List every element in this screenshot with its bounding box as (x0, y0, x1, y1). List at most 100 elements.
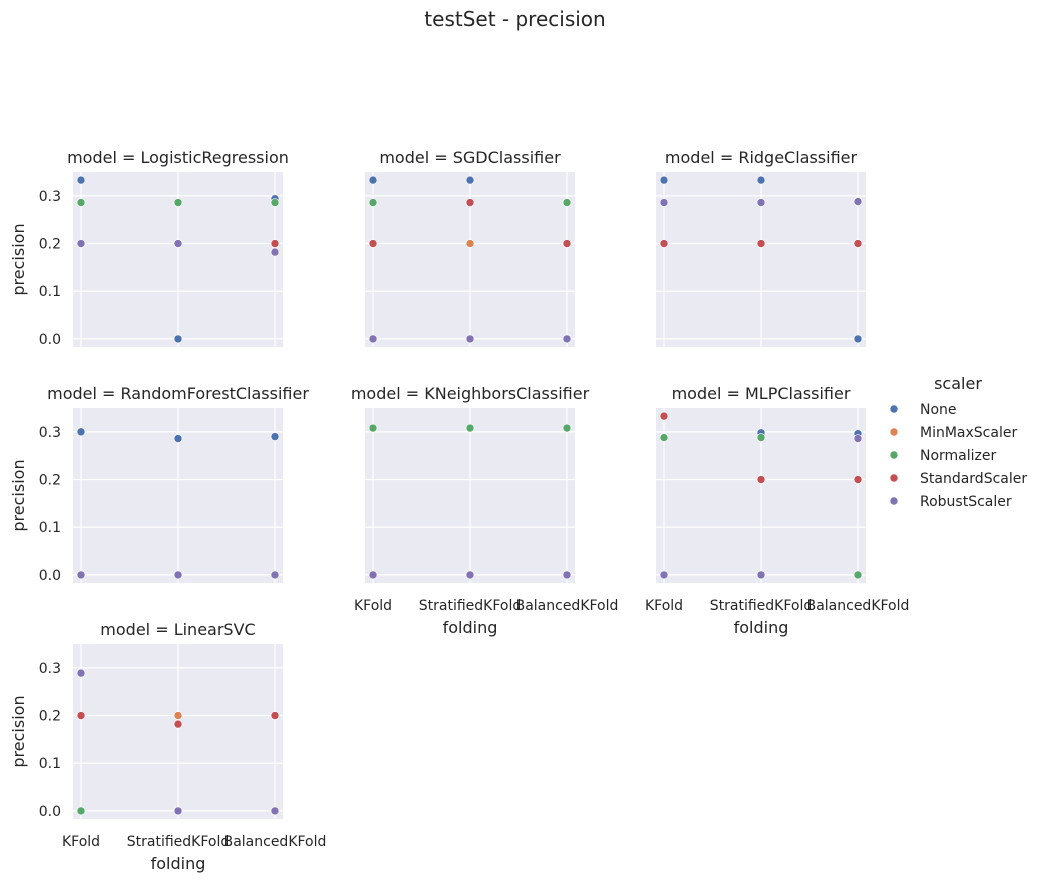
x-tick-label: BalancedKFold (516, 598, 619, 614)
legend: scaler None MinMaxScaler Normalizer Standard… (889, 374, 1027, 510)
panel-title: model = KNeighborsClassifier (351, 384, 590, 403)
facet-panel-7: model = LinearSVC 0.0 0.1 0.2 0.3 precision KF… (9, 620, 326, 873)
data-point (76, 175, 86, 185)
x-tick-label: StratifiedKFold (127, 834, 229, 850)
data-point (465, 198, 475, 207)
x-tick-label: KFold (62, 834, 100, 850)
data-point (756, 239, 766, 248)
data-point (173, 719, 183, 729)
data-point (368, 570, 378, 580)
data-point (659, 198, 669, 207)
chart-title: testSet - precision (424, 7, 605, 31)
data-point (756, 475, 766, 484)
x-tick-label: BalancedKFold (224, 834, 327, 850)
data-point (562, 570, 572, 580)
data-point (659, 411, 669, 421)
data-point (562, 423, 572, 433)
data-point (465, 334, 475, 344)
data-point (853, 475, 863, 484)
data-point (76, 806, 86, 816)
facet-panel-6: model = MLPClassifier KFold StratifiedKFol… (645, 384, 909, 637)
data-point (853, 239, 863, 248)
legend-label: None (920, 402, 957, 418)
legend-title: scaler (934, 374, 982, 393)
legend-label: Normalizer (920, 448, 997, 464)
data-point (756, 175, 766, 185)
data-point (173, 711, 183, 720)
panel-title: model = MLPClassifier (672, 384, 851, 403)
panel-title: model = LinearSVC (100, 620, 255, 639)
data-point (173, 434, 183, 443)
data-point (465, 239, 475, 248)
y-tick-label: 0.3 (39, 661, 61, 677)
data-point (756, 570, 766, 580)
facet-panel-1: model = LogisticRegression 0.0 0.1 0.2 0.3 pr… (9, 148, 289, 348)
data-point (76, 427, 86, 437)
data-point (76, 668, 86, 678)
x-tick-label: StratifiedKFold (710, 598, 812, 614)
data-point (270, 806, 280, 816)
panel-title: model = SGDClassifier (379, 148, 561, 167)
legend-label: MinMaxScaler (920, 425, 1017, 441)
data-point (368, 239, 378, 248)
data-point (562, 334, 572, 344)
data-point (173, 570, 183, 580)
y-tick-label: 0.2 (39, 473, 61, 489)
legend-label: RobustScaler (920, 494, 1012, 510)
y-tick-label: 0.0 (39, 568, 61, 584)
x-axis-label: folding (734, 618, 789, 637)
y-tick-label: 0.1 (39, 756, 61, 772)
y-tick-label: 0.0 (39, 804, 61, 820)
panel-title: model = LogisticRegression (67, 148, 289, 167)
data-point (270, 198, 280, 207)
data-point (562, 198, 572, 207)
data-point (173, 198, 183, 207)
legend-marker (889, 427, 899, 437)
legend-marker (889, 473, 899, 483)
data-point (368, 175, 378, 185)
x-tick-label: StratifiedKFold (419, 598, 521, 614)
data-point (368, 423, 378, 433)
data-point (465, 175, 475, 185)
y-axis-label: precision (9, 223, 28, 295)
y-tick-label: 0.3 (39, 189, 61, 205)
data-point (76, 570, 86, 580)
legend-marker (889, 404, 899, 414)
panel-title: model = RidgeClassifier (665, 148, 858, 167)
data-point (76, 711, 86, 720)
data-point (368, 334, 378, 344)
data-point (270, 570, 280, 580)
x-axis-label: folding (443, 618, 498, 637)
y-axis-label: precision (9, 695, 28, 767)
data-point (173, 806, 183, 816)
data-point (853, 434, 863, 443)
data-point (465, 570, 475, 580)
data-point (465, 423, 475, 433)
data-point (853, 197, 863, 206)
y-tick-label: 0.0 (39, 332, 61, 348)
data-point (853, 334, 863, 344)
facet-panel-2: model = SGDClassifier (365, 148, 575, 347)
x-axis-label: folding (151, 854, 206, 873)
y-tick-label: 0.2 (39, 237, 61, 253)
data-point (173, 239, 183, 248)
data-point (76, 198, 86, 207)
legend-label: StandardScaler (920, 471, 1027, 487)
facet-panel-5: model = KNeighborsClassifier KFold Stratif… (351, 384, 619, 637)
data-point (659, 433, 669, 442)
x-tick-label: BalancedKFold (807, 598, 910, 614)
data-point (659, 175, 669, 185)
data-point (270, 239, 280, 248)
data-point (853, 570, 863, 580)
data-point (659, 239, 669, 248)
y-tick-label: 0.1 (39, 520, 61, 536)
facet-panel-4: model = RandomForestClassifier 0.0 0.1 0.2 0… (9, 384, 309, 584)
data-point (270, 247, 280, 257)
data-point (562, 239, 572, 248)
data-point (368, 198, 378, 207)
facet-panel-3: model = RidgeClassifier (656, 148, 866, 347)
panel-title: model = RandomForestClassifier (47, 384, 309, 403)
data-point (173, 334, 183, 344)
x-tick-label: KFold (645, 598, 683, 614)
